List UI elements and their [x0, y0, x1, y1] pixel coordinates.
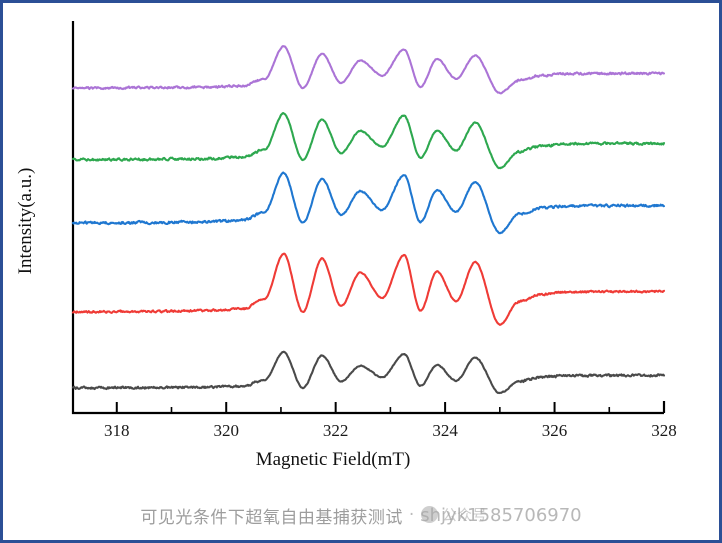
trace-purple	[71, 45, 666, 95]
x-axis-ticks	[115, 402, 665, 413]
x-tick-label: 326	[542, 421, 568, 440]
y-axis-title: Intensity(a.u.)	[15, 168, 36, 275]
x-tick-label: 322	[323, 421, 349, 440]
trace-black	[71, 350, 666, 395]
x-axis-tick-labels: 318 320 322 324 326 328	[104, 421, 677, 440]
x-tick-label: 320	[213, 421, 239, 440]
plot-stage: 318 320 322 324 326 328 Magnetic Field(mT) In…	[3, 3, 719, 540]
trace-blue	[71, 171, 666, 235]
trace-green	[71, 111, 666, 170]
plot-axes	[71, 21, 666, 415]
x-axis-title: Magnetic Field(mT)	[256, 449, 411, 470]
axis-lines	[71, 21, 666, 415]
epr-spectrum-chart: 318 320 322 324 326 328 Magnetic Field(mT) In…	[15, 21, 677, 470]
x-tick-label: 318	[104, 421, 130, 440]
x-tick-label: 328	[651, 421, 677, 440]
x-tick-label: 324	[432, 421, 458, 440]
trace-red	[71, 252, 666, 326]
spectrum-traces	[71, 45, 666, 395]
